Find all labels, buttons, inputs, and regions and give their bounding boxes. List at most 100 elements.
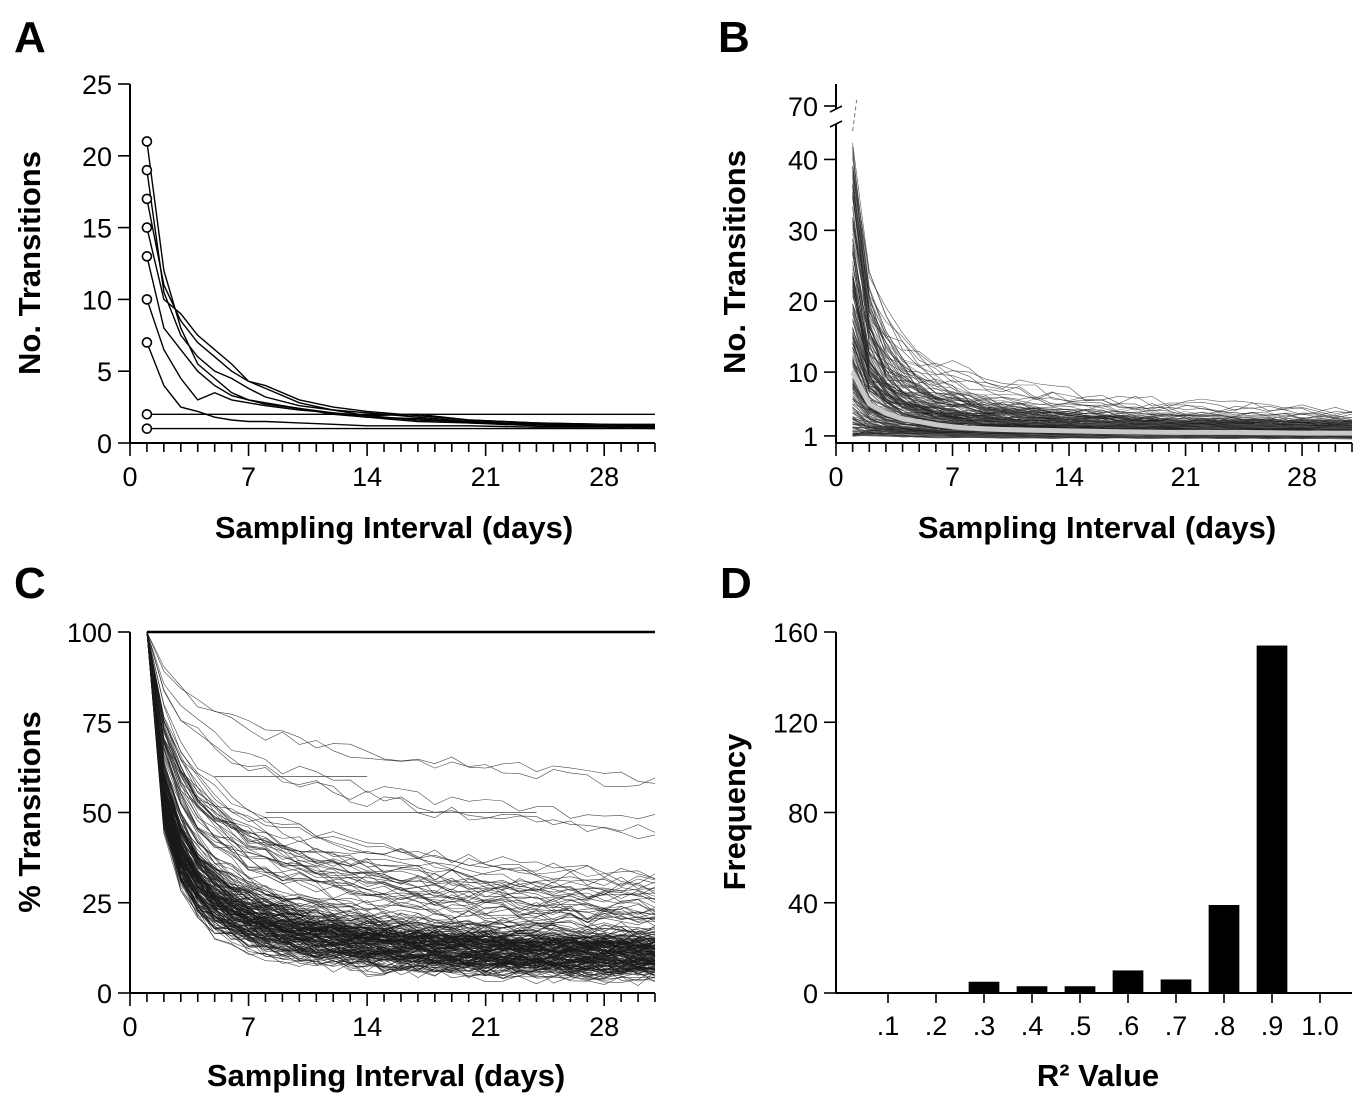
panel-a-series-line — [146, 227, 656, 427]
panel-c-series-line — [146, 631, 656, 958]
panel-b-series-line — [852, 228, 1353, 418]
panel-c-series-line — [146, 631, 656, 942]
panel-c-series-group — [146, 630, 656, 986]
panel-c-series-line — [146, 631, 656, 968]
panel-c-series-line — [146, 631, 656, 879]
panel-b-y-tick-label: 1 — [803, 422, 818, 452]
panel-c-series-line — [146, 631, 656, 945]
panel-b-y-tick-label: 20 — [788, 287, 818, 317]
panel-c-series-line — [146, 631, 656, 886]
panel-a-y-tick-label: 20 — [82, 142, 112, 172]
panel-c-series-line — [146, 631, 656, 919]
panel-b-series-line — [852, 182, 1353, 433]
panel-c-series-line — [146, 631, 656, 903]
panel-b-series-line — [852, 276, 1353, 432]
panel-b-x-axis-title: Sampling Interval (days) — [918, 510, 1276, 545]
panel-c-series-line — [146, 631, 656, 966]
panel-b-series-line — [852, 265, 1353, 425]
panel-d-x-tick-label: .1 — [877, 1011, 900, 1041]
panel-a-x-tick-label: 7 — [241, 462, 256, 492]
panel-c-x-axis-title: Sampling Interval (days) — [207, 1058, 565, 1093]
panel-c-series-line — [146, 631, 656, 895]
panel-a-series-group — [141, 136, 656, 434]
panel-a-start-marker — [141, 251, 153, 262]
panel-a-series-line — [146, 256, 655, 427]
panel-c-series-line — [146, 631, 656, 974]
panel-b-series-group — [850, 99, 1353, 440]
panel-a-start-marker — [141, 222, 153, 233]
panel-d-bar — [968, 981, 1000, 993]
panel-b-series-line — [852, 219, 1353, 421]
panel-a-start-marker — [141, 408, 153, 420]
panel-c-y-tick-label: 0 — [97, 979, 112, 1009]
panel-d-y-tick-label: 80 — [788, 799, 818, 829]
panel-letter-d: D — [720, 559, 752, 608]
panel-b-series-line — [852, 166, 1353, 420]
panel-d-bar — [1064, 986, 1096, 993]
panel-a-x-tick-label: 28 — [589, 462, 619, 492]
panel-c-series-line — [146, 631, 656, 903]
panel-a-y-tick-label: 10 — [82, 285, 112, 315]
panel-c-series-line — [146, 631, 656, 784]
panel-c-series-line — [146, 631, 656, 961]
panel-a-x-tick-label: 0 — [122, 462, 137, 492]
panel-a-start-marker — [141, 136, 153, 147]
panel-c-series-line — [146, 631, 656, 940]
panel-a-y-axis-title: No. Transitions — [12, 151, 47, 375]
panel-c-series-line — [146, 631, 656, 915]
panel-b-series-line — [852, 171, 1353, 427]
panel-c-series-line — [146, 631, 656, 903]
panel-c-series-line — [146, 631, 656, 927]
panel-d-x-tick-label: .3 — [973, 1011, 996, 1041]
panel-d-bar — [1208, 905, 1240, 993]
panel-c-series-line — [146, 631, 656, 880]
panel-d-x-tick-label: .6 — [1117, 1011, 1140, 1041]
panel-c-x-tick-label: 14 — [352, 1012, 382, 1042]
panel-b-series-line — [852, 146, 1353, 434]
panel-b-y-tick-label: 30 — [788, 216, 818, 246]
panel-b-series-line — [852, 198, 1353, 414]
panel-b-series-line — [852, 287, 1353, 426]
panel-a-y-tick-label: 5 — [97, 357, 112, 387]
panel-d-y-tick-label: 40 — [788, 889, 818, 919]
panel-b-broken-series-line — [852, 99, 858, 132]
panel-c-series-line — [146, 631, 656, 980]
panel-c-series-line — [146, 631, 656, 897]
panel-c-series-line — [146, 631, 656, 967]
panel-b-series-line — [852, 268, 1353, 424]
panel-c-series-line — [146, 631, 656, 921]
panel-b-x-tick-label: 0 — [828, 462, 843, 492]
panel-c-series-line — [146, 631, 656, 983]
panel-c-x-tick-label: 7 — [241, 1012, 256, 1042]
panel-b-series-line — [852, 168, 1353, 428]
panel-b-x-tick-label: 28 — [1287, 462, 1317, 492]
panel-c-series-line — [146, 631, 656, 915]
panel-a-x-axis-title: Sampling Interval (days) — [215, 510, 573, 545]
panel-c-series-line — [146, 631, 656, 962]
panel-c-y-axis-title: % Transitions — [12, 711, 47, 913]
panel-b-series-line — [852, 142, 1353, 419]
panel-a-start-marker — [141, 423, 153, 434]
panel-letter-b: B — [718, 13, 750, 62]
panel-a-series-line — [146, 342, 656, 430]
panel-c-y-tick-label: 100 — [67, 618, 112, 648]
panel-a-start-marker — [141, 193, 153, 205]
panel-c-series-line — [146, 631, 656, 971]
panel-c-series-line — [146, 631, 656, 896]
panel-c-series-line — [146, 631, 656, 788]
panel-d-x-tick-label: .9 — [1261, 1011, 1284, 1041]
panel-c-series-line — [146, 631, 656, 967]
panel-a-x-tick-label: 21 — [471, 462, 501, 492]
panel-c-series-line — [146, 631, 656, 971]
panel-letter-c: C — [14, 559, 46, 608]
panel-c-series-line — [146, 631, 656, 979]
panel-b-series-line — [852, 359, 1353, 430]
panel-b-series-line — [852, 295, 1353, 427]
panel-a-start-marker — [141, 294, 153, 305]
panel-b-series-line — [852, 274, 1353, 422]
panel-b-series-line — [852, 174, 1353, 429]
panel-c-series-line — [146, 631, 656, 956]
panel-c-y-tick-label: 50 — [82, 799, 112, 829]
panel-c-series-line — [146, 631, 656, 912]
